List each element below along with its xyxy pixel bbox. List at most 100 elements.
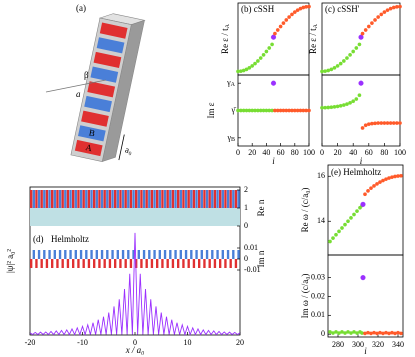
eigen-point	[373, 18, 377, 22]
stripe-loss	[156, 259, 159, 268]
stripe-b	[184, 190, 188, 208]
x-tick-label: 60	[365, 148, 373, 157]
stripe-gain	[69, 250, 72, 259]
x-tick-label: 100	[303, 148, 315, 157]
stripe-b	[48, 190, 51, 208]
eigen-point	[354, 46, 359, 50]
x-tick-label: 40	[349, 148, 357, 157]
stripe-a	[103, 190, 106, 208]
stripe-gain	[137, 250, 140, 259]
stripe-gain	[195, 250, 198, 259]
eigen-point	[390, 175, 394, 179]
eigen-point	[258, 56, 263, 60]
y-label-text: Im ω / (c/a₀)	[300, 274, 310, 319]
stripe-gain	[148, 250, 151, 259]
stripe-b	[32, 190, 35, 208]
y-tick-label: 0	[321, 329, 325, 338]
y2-tick-label: 0	[244, 221, 248, 230]
stripe-loss	[224, 259, 227, 268]
stripe-gain	[237, 250, 240, 259]
stripe-gain	[184, 250, 188, 259]
stripe-b	[132, 190, 135, 208]
eigen-point	[247, 65, 252, 70]
stripe-b	[195, 190, 198, 208]
stripe-b	[95, 190, 98, 208]
stripe-gain	[127, 250, 130, 259]
y-label-sub: A	[313, 23, 319, 28]
eigen-point	[366, 189, 370, 193]
stripe-gain	[121, 250, 125, 259]
y-label-text: Re ε / t	[308, 28, 318, 54]
eigen-point	[290, 12, 294, 17]
stripe-a	[203, 190, 206, 208]
stripe-loss	[182, 259, 185, 268]
stripe-gain	[142, 250, 146, 259]
stripe-loss	[51, 259, 54, 268]
stripe-b	[232, 190, 235, 208]
eigen-point	[253, 61, 257, 66]
stripe-gain	[111, 250, 114, 259]
stripe-loss	[177, 259, 180, 268]
eigen-point	[376, 121, 381, 125]
stripe-b	[100, 190, 104, 208]
eigen-point	[284, 18, 289, 22]
eigen-point	[366, 330, 370, 335]
eigen-point	[335, 104, 340, 109]
stripe-a	[213, 190, 217, 208]
eigen-point	[379, 12, 384, 17]
stripe-gain	[190, 250, 193, 259]
stripe-a	[145, 190, 148, 208]
stripe-b	[64, 190, 67, 208]
stripe-gain	[158, 250, 161, 259]
stripe-gain	[85, 250, 88, 259]
x-tick-label: 80	[291, 148, 299, 157]
x-tick-label: 0	[236, 148, 240, 157]
annotation: Helmholtz	[51, 234, 89, 244]
y-tick-label: 0.02	[311, 291, 325, 300]
y-axis-label: Im ω / (c/a₀)	[300, 274, 310, 319]
eigen-point	[340, 226, 344, 230]
tick-text: γ̄	[230, 105, 237, 114]
mode-profile	[29, 232, 241, 337]
stripe-gain	[205, 250, 209, 259]
stripe-loss	[61, 259, 64, 268]
y-axis-label: Re ε / tA	[308, 23, 319, 54]
stripe-loss	[166, 259, 169, 268]
stripe-a	[208, 190, 211, 208]
stripe-loss	[203, 259, 206, 268]
y-tick-label: γA	[226, 78, 236, 89]
stripe-a	[45, 190, 49, 208]
eigen-point	[360, 126, 365, 130]
stripe-a	[56, 190, 59, 208]
stripe-a	[87, 190, 91, 208]
stripe-b	[137, 190, 140, 208]
y-label-sub: A	[225, 23, 231, 28]
block-b	[84, 95, 112, 113]
block-b	[90, 66, 119, 83]
eigen-point	[341, 103, 346, 107]
eigen-point	[376, 15, 381, 19]
stripe-b	[74, 190, 77, 208]
defect-point	[360, 275, 366, 281]
panel-label: (a)	[76, 3, 86, 13]
stripe-loss	[161, 259, 164, 268]
stripe-gain	[43, 250, 46, 259]
eigen-point	[337, 229, 341, 234]
defect-point	[270, 34, 277, 40]
stripe-b	[69, 190, 72, 208]
stripe-a	[219, 190, 222, 208]
eigen-point	[357, 42, 362, 47]
stripe-a	[224, 190, 227, 208]
stripe-b	[148, 190, 151, 208]
stripe-a	[140, 190, 143, 208]
stripe-loss	[140, 259, 143, 268]
eigen-point	[307, 108, 311, 113]
stripe-a	[192, 190, 196, 208]
eigen-point	[332, 104, 337, 109]
eigen-point	[399, 173, 403, 178]
stripe-loss	[66, 259, 70, 268]
stripe-b	[216, 190, 219, 208]
x-tick-label: 20	[334, 148, 342, 157]
eigen-point	[369, 186, 373, 191]
eigen-point	[351, 99, 356, 104]
